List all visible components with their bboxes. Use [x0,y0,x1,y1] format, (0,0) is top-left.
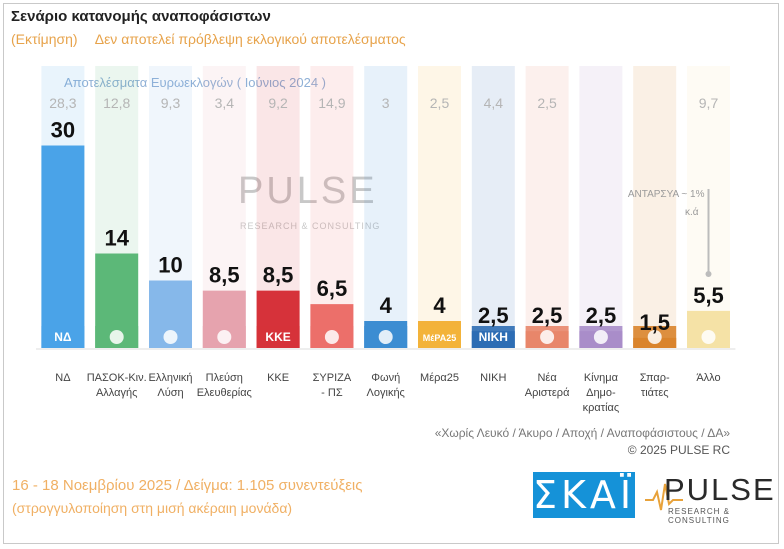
value-label: 5,5 [693,283,724,308]
reference-value: 2,5 [430,95,450,111]
reference-value: 3,4 [215,95,235,111]
watermark-name: PULSE [238,170,378,212]
party-logo-icon [324,330,339,344]
category-label: ΠΑΣΟΚ-Κιν. [87,372,147,384]
party-logo-band [256,326,300,348]
category-label: Δημο- [586,387,616,399]
annotation-sub: κ.ά [685,206,699,218]
reference-value: 2,5 [537,95,557,111]
exclusion-footnote: «Χωρίς Λευκό / Άκυρο / Αποχή / Αναποφάσι… [434,426,730,440]
rounding-note: (στρογγυλοποίηση στη μισή ακέραιη μονάδα… [12,500,293,516]
reference-value: 3 [382,95,390,111]
reference-caption: Αποτελέσματα Ευρωεκλογών ( Ιούνιος 2024 … [64,75,326,90]
category-label: τιάτες [641,387,669,399]
value-label: 1,5 [639,310,670,335]
value-label: 10 [158,253,182,278]
column-background [471,66,515,348]
value-label: 30 [51,118,75,143]
reference-value: 9,7 [699,95,719,111]
value-label: 6,5 [317,276,348,301]
category-label: Άλλο [696,372,720,384]
category-label: Μέρα25 [420,372,459,384]
column-background [525,66,569,348]
category-label: Λύση [157,387,183,399]
value-label: 8,5 [263,263,294,288]
category-label: Πλεύση [206,372,243,384]
value-label: 4 [433,293,446,318]
watermark-tagline: RESEARCH & CONSULTING [240,221,381,231]
party-logo-icon [593,330,608,344]
category-label: κρατίας [583,402,620,414]
reference-value: 12,8 [103,95,130,111]
value-label: 2,5 [586,303,617,328]
value-label: 2,5 [478,303,509,328]
party-logo-text: ΜέΡΑ25 [423,333,456,343]
chart-subtitle: (Εκτίμηση) Δεν αποτελεί πρόβλεψη εκλογικ… [11,31,420,47]
party-logo-icon [378,330,393,344]
category-label: ΣΥΡΙΖΑ [313,372,352,384]
bar [41,145,85,348]
category-label: Σπαρ- [640,372,670,384]
reference-value: 14,9 [318,95,345,111]
reference-value: 9,2 [268,95,288,111]
value-label: 8,5 [209,263,240,288]
column-background [633,66,677,348]
category-label: Φωνή [371,372,400,384]
party-logo-text: ΝΙΚΗ [479,330,508,344]
category-label: Νέα [537,372,557,384]
subtitle-disclaimer: Δεν αποτελεί πρόβλεψη εκλογικού αποτελέσ… [94,31,406,47]
column-background [364,66,408,348]
party-logo-icon [647,330,662,344]
subtitle-estimate: (Εκτίμηση) [11,31,78,47]
broadcaster-logo: ΣΚΑΪ [533,472,636,518]
pulse-logo-icon [645,483,683,511]
party-logo-band [41,326,85,348]
annotation-text: ΑΝΤΑΡΣΥΑ ~ 1% [628,189,705,200]
value-label: 4 [380,293,393,318]
category-label: Λογικής [367,387,405,399]
column-background [418,66,461,348]
party-logo-text: ΝΔ [54,330,72,344]
annotation-dot [705,271,712,277]
party-logo-icon [217,330,232,344]
category-label: ΝΔ [55,372,71,384]
category-label: Αριστερά [525,387,570,399]
party-logo-band [471,326,515,348]
column-background [579,66,623,348]
pollster-logo-tagline: RESEARCH & CONSULTING [668,507,731,525]
value-label: 2,5 [532,303,563,328]
fieldwork-info: 16 - 18 Νοεμβρίου 2025 / Δείγμα: 1.105 σ… [12,477,363,494]
chart-title: Σενάριο κατανομής αναποφάσιστων [11,8,271,25]
category-label: - ΠΣ [321,387,343,399]
category-label: Ελληνική [148,372,192,384]
party-logo-icon [701,330,716,344]
reference-value: 9,3 [161,95,181,111]
value-label: 14 [104,226,129,251]
party-logo-text: ΚΚΕ [265,330,290,344]
party-logo-icon [540,330,555,344]
column-background [310,66,354,348]
reference-value: 4,4 [484,95,504,111]
pollster-logo-name: PULSE [664,472,776,507]
copyright: © 2025 PULSE RC [627,443,730,457]
party-logo-icon [109,330,124,344]
category-label: Ελευθερίας [197,387,252,399]
reference-value: 28,3 [49,95,76,111]
chart-frame [3,3,779,544]
category-label: ΝΙΚΗ [480,372,506,384]
party-logo-band [418,326,461,348]
party-logo-icon [163,330,178,344]
category-label: Κίνημα [584,372,619,384]
category-label: Αλλαγής [96,387,137,399]
category-label: ΚΚΕ [267,372,289,384]
